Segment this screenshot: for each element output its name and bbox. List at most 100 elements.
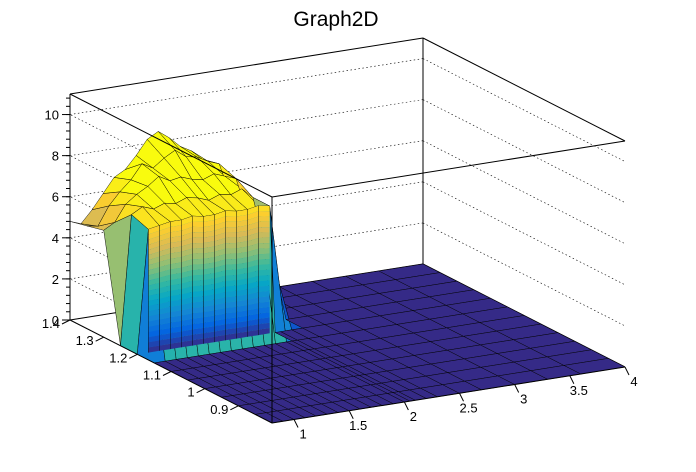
plateau-wall-segment [148, 324, 160, 332]
plateau-wall-segment [148, 267, 160, 276]
plateau-wall-segment [192, 221, 204, 228]
plateau-wall-segment [225, 227, 237, 233]
plateau-wall-segment [159, 248, 171, 257]
plateau-wall-segment [258, 205, 270, 212]
plateau-wall-segment [148, 272, 160, 281]
plateau-wall-segment [181, 248, 193, 258]
plateau-wall-segment [236, 262, 248, 270]
plateau-wall-segment [170, 246, 182, 254]
plateau-wall-segment [148, 314, 160, 322]
plateau-wall-segment [258, 243, 270, 249]
z-grid-right-wall [422, 58, 626, 162]
plateau-wall-segment [236, 320, 248, 328]
plateau-wall-segment [247, 238, 259, 247]
plateau-wall-segment [214, 308, 226, 316]
plateau-wall-segment [236, 214, 248, 222]
plateau-wall-segment [247, 205, 259, 215]
plateau-wall-segment [159, 237, 171, 247]
plateau-wall-segment [170, 267, 182, 275]
plateau-wall-segment [181, 243, 193, 252]
plateau-wall-segment [159, 311, 171, 320]
plateau-wall-segment [225, 253, 237, 260]
plateau-wall-segment [203, 225, 215, 233]
plateau-wall-segment [148, 345, 160, 353]
plateau-wall-segment [192, 290, 204, 297]
plateau-wall-segment [192, 274, 204, 281]
plateau-wall-segment [159, 280, 171, 289]
x-tick [624, 366, 630, 376]
z-grid-right-wall [422, 181, 626, 286]
plateau-wall-segment [225, 248, 237, 254]
plateau-wall-segment [247, 259, 259, 268]
plateau-wall-segment [214, 243, 226, 252]
plateau-wall-segment [236, 241, 248, 249]
plateau-wall-segment [181, 264, 193, 273]
plateau-wall-segment [148, 303, 160, 312]
plateau-wall-segment [247, 254, 259, 263]
plateau-wall-segment [236, 315, 248, 323]
plateau-wall-segment [170, 342, 182, 350]
plateau-wall-segment [247, 243, 259, 252]
plateau-wall-segment [214, 302, 226, 311]
plateau-wall-segment [170, 230, 182, 238]
plateau-wall-segment [247, 211, 259, 221]
plateau-wall-segment [258, 232, 270, 238]
plateau-wall-segment [214, 313, 226, 321]
plateau-wall-segment [258, 322, 270, 330]
plateau-wall-segment [225, 317, 237, 325]
plateau-wall-segment [225, 232, 237, 238]
plateau-wall-segment [192, 312, 204, 319]
plateau-wall-segment [159, 269, 171, 278]
plateau-wall-segment [203, 326, 215, 334]
plateau-wall-segment [159, 227, 171, 236]
plateau-wall-segment [192, 338, 204, 346]
z-grid-right-wall [422, 222, 626, 327]
plateau-wall-segment [203, 220, 215, 228]
plateau-wall-segment [192, 216, 204, 222]
plateau-wall-segment [159, 306, 171, 315]
plateau-wall-segment [159, 232, 171, 242]
plateau-wall-segment [159, 290, 171, 299]
plateau-wall-segment [181, 275, 193, 284]
plateau-wall-segment [214, 216, 226, 226]
plateau-wall-segment [225, 221, 237, 228]
plateau-wall-segment [181, 270, 193, 279]
plateau-wall-segment [181, 226, 193, 236]
plateau-wall-segment [192, 306, 204, 314]
plateau-wall-segment [258, 248, 270, 255]
x-tick-label: 2.5 [459, 400, 477, 415]
plateau-wall-segment [247, 227, 259, 236]
x-tick [293, 419, 299, 428]
plateau-wall-segment [258, 306, 270, 314]
plateau-wall-segment [214, 329, 226, 337]
plateau-wall-segment [203, 315, 215, 323]
plateau-wall-segment [170, 289, 182, 296]
plateau-wall-segment [258, 275, 270, 282]
plateau-wall-segment [214, 281, 226, 289]
plateau-wall-segment [148, 309, 160, 317]
z-tick-label: 2 [52, 272, 59, 287]
x-tick-label: 4 [630, 374, 637, 389]
plateau-wall-segment [203, 336, 215, 344]
z-grid-right-wall [422, 99, 626, 203]
plateau-wall-segment [247, 318, 259, 327]
plateau-wall-segment [192, 285, 204, 292]
plateau-wall-segment [170, 251, 182, 259]
plateau-wall-segment [258, 328, 270, 336]
plateau-wall-segment [203, 278, 215, 286]
plateau-wall-segment [203, 251, 215, 259]
x-tick [514, 384, 520, 393]
plateau-wall-segment [192, 253, 204, 260]
plateau-wall-segment [181, 340, 193, 348]
plateau-wall-segment [170, 310, 182, 318]
plateau-wall-segment [192, 243, 204, 249]
plateau-wall-segment [170, 294, 182, 302]
plateau-wall-segment [203, 310, 215, 318]
plateau-wall-segment [225, 264, 237, 271]
plateau-wall-segment [148, 298, 160, 307]
plateau-wall-segment [181, 216, 193, 226]
plateau-wall-segment [192, 226, 204, 233]
plateau-wall-segment [258, 312, 270, 319]
plateau-wall-segment [181, 302, 193, 311]
plateau-wall-segment [214, 210, 226, 220]
